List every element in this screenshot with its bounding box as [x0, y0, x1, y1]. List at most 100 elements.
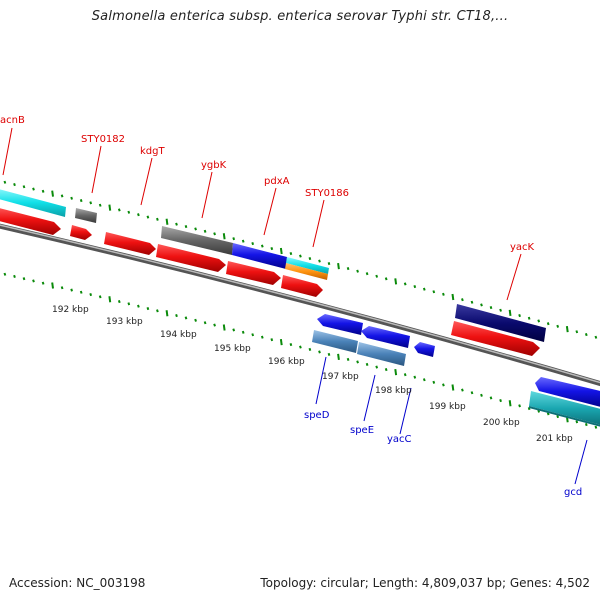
tick-mark	[356, 360, 359, 364]
tick-mark	[299, 254, 302, 258]
tick-mark	[70, 288, 73, 292]
tick-mark	[175, 313, 178, 318]
gene-arrow-blue-sped[interactable]	[317, 314, 363, 335]
tick-mark	[565, 325, 569, 333]
gene-label-ygbk[interactable]: ygbK	[201, 160, 227, 171]
tick-mark	[518, 313, 521, 318]
tick-mark	[203, 321, 207, 325]
gene-arrow-red-sty0182[interactable]	[70, 225, 92, 240]
tick-mark	[270, 338, 274, 342]
tick-mark	[232, 237, 236, 241]
tick-mark	[79, 290, 83, 294]
tick-mark	[508, 400, 512, 407]
tick-mark	[480, 393, 483, 397]
tick-mark	[213, 232, 216, 236]
gene-arrow-red-sty0186[interactable]	[281, 275, 323, 297]
gene-arrow-red-acnb[interactable]	[0, 207, 61, 235]
scale-label-197: 197 kbp	[322, 372, 359, 382]
tick-mark	[22, 277, 26, 281]
tick-mark	[13, 274, 16, 279]
gene-label-gcd[interactable]: gcd	[564, 487, 582, 498]
gene-arrow-blue-gcd[interactable]	[535, 377, 600, 408]
map-title: Salmonella enterica subsp. enterica sero…	[91, 9, 509, 24]
tick-mark	[422, 378, 426, 382]
gene-label-sped[interactable]: speD	[304, 410, 330, 421]
scale-label-195: 195 kbp	[214, 344, 251, 354]
tick-mark	[594, 335, 598, 339]
gene-arrow-red-pdxa[interactable]	[226, 261, 281, 285]
tick-mark	[527, 407, 531, 411]
tick-mark	[508, 309, 512, 317]
gene-block-grey-ygbk[interactable]	[161, 226, 233, 255]
gene-features	[0, 188, 600, 427]
tick-mark	[89, 201, 93, 205]
tick-mark	[70, 196, 73, 200]
gene-label-acnb[interactable]: acnB	[0, 115, 25, 126]
tick-mark	[260, 244, 264, 248]
scale-label-198: 198 kbp	[375, 386, 412, 396]
gene-label-spee[interactable]: speE	[350, 425, 374, 436]
bottom-gene-labels: speD speE yacC gcd	[304, 410, 582, 498]
gene-arrow-red-yack[interactable]	[451, 321, 540, 356]
bottom-label-leaders	[315, 356, 588, 485]
tick-mark	[499, 308, 502, 312]
tick-mark	[308, 256, 312, 261]
tick-mark	[556, 414, 560, 419]
gene-arrow-red-kdgt[interactable]	[104, 232, 156, 255]
gene-label-sty0186[interactable]: STY0186	[305, 188, 349, 199]
tick-mark	[327, 352, 331, 357]
tick-mark	[41, 189, 45, 193]
gene-block-steel-spee[interactable]	[357, 342, 406, 366]
gene-block-cyan[interactable]	[0, 188, 66, 217]
tick-mark	[127, 210, 131, 214]
scale-label-194: 194 kbp	[160, 330, 197, 340]
tick-mark	[413, 375, 417, 379]
tick-mark	[461, 298, 464, 302]
gene-block-grey-sty0182[interactable]	[75, 208, 97, 223]
tick-mark	[270, 246, 274, 251]
gene-label-yack[interactable]: yacK	[510, 242, 535, 253]
tick-mark	[213, 323, 216, 327]
gene-arrow-blue-spee[interactable]	[361, 326, 410, 348]
tick-mark	[308, 347, 312, 352]
tick-mark	[394, 368, 398, 376]
tick-mark	[241, 239, 245, 243]
tick-mark	[594, 425, 598, 429]
tick-mark	[346, 266, 350, 271]
gene-label-pdxa[interactable]: pdxA	[264, 176, 290, 187]
gene-label-sty0182[interactable]: STY0182	[81, 134, 125, 145]
tick-mark	[51, 282, 54, 289]
lower-tick-ring	[3, 272, 598, 429]
tick-mark	[432, 290, 436, 294]
tick-mark	[203, 229, 207, 233]
tick-mark	[89, 292, 93, 297]
tick-mark	[260, 335, 264, 339]
tick-mark	[251, 241, 255, 246]
tick-mark	[546, 412, 550, 416]
tick-mark	[108, 296, 112, 303]
tick-mark	[337, 262, 340, 270]
tick-mark	[318, 350, 321, 354]
tick-mark	[556, 324, 560, 328]
gene-block-navy-yack[interactable]	[455, 304, 546, 342]
gene-arrow-red-ygbk[interactable]	[156, 244, 226, 272]
gene-block-steel-sped[interactable]	[312, 330, 358, 353]
gene-label-kdgt[interactable]: kdgT	[140, 146, 165, 157]
tick-mark	[184, 316, 188, 320]
tick-mark	[194, 318, 197, 322]
backbone	[0, 223, 600, 387]
tick-mark	[537, 319, 541, 323]
tick-mark	[32, 279, 35, 283]
gene-block-blue-pdxa[interactable]	[232, 243, 287, 269]
gene-arrow-blue-yacc[interactable]	[414, 342, 435, 357]
tick-mark	[375, 274, 379, 278]
scale-label-192: 192 kbp	[52, 305, 89, 315]
gene-block-cyan-sty0186[interactable]	[286, 257, 329, 274]
gene-block-orange[interactable]	[285, 263, 328, 280]
gene-label-yacc[interactable]: yacC	[387, 434, 412, 445]
tick-mark	[241, 330, 245, 334]
gene-block-teal-gcd[interactable]	[529, 391, 600, 426]
tick-mark	[137, 213, 140, 217]
